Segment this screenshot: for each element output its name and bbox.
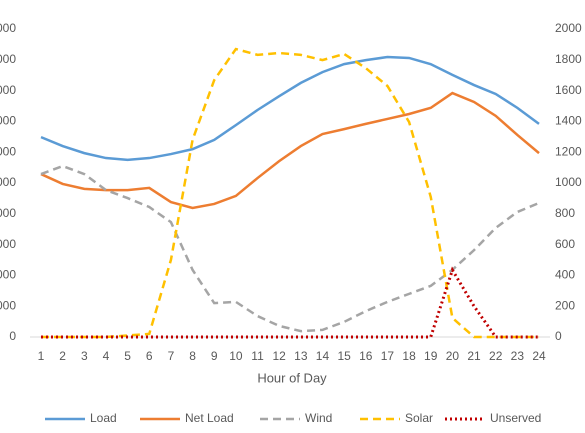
x-tick-label: 5: [124, 349, 131, 363]
x-tick-label: 15: [337, 349, 351, 363]
x-tick-label: 16: [359, 349, 373, 363]
series-line: [40, 55, 540, 162]
x-tick-label: 11: [251, 349, 264, 363]
y2-tick-label: 200: [555, 298, 575, 312]
y-tick-label: 6000: [0, 144, 16, 158]
x-tick-label: 1: [38, 349, 45, 363]
y2-tick-label: 1400: [555, 114, 582, 128]
y-tick-label: 2000: [0, 268, 16, 282]
x-tick-label: 2: [59, 349, 66, 363]
y-tick-label: 9000: [0, 52, 16, 66]
y2-tick-label: 1200: [555, 144, 582, 158]
y-tick-label: 1000: [0, 298, 16, 312]
y2-tick-label: 1600: [555, 83, 582, 97]
y-tick-label: 4000: [0, 206, 16, 220]
legend-label: Wind: [305, 411, 332, 425]
x-tick-label: 9: [211, 349, 218, 363]
y2-tick-label: 2000: [555, 21, 582, 35]
y2-tick-label: 1000: [555, 175, 582, 189]
x-tick-label: 6: [146, 349, 153, 363]
y-tick-label: 10000: [0, 21, 16, 35]
x-tick-label: 24: [532, 349, 546, 363]
x-axis-title: Hour of Day: [257, 370, 327, 385]
x-tick-label: 13: [294, 349, 308, 363]
y2-tick-label: 800: [555, 206, 575, 220]
x-tick-label: 17: [381, 349, 395, 363]
x-tick-label: 19: [424, 349, 438, 363]
x-tick-label: 4: [103, 349, 110, 363]
legend-label: Solar: [405, 411, 433, 425]
legend-label: Net Load: [185, 411, 234, 425]
series-line: [41, 47, 539, 339]
series-line: [40, 164, 540, 333]
legend-label: Load: [90, 411, 117, 425]
y-tick-label: 7000: [0, 114, 16, 128]
y-tick-label: 3000: [0, 237, 16, 251]
x-tick-label: 7: [168, 349, 175, 363]
y-tick-label: 5000: [0, 175, 16, 189]
y-tick-label: 0: [9, 329, 16, 343]
x-tick-label: 10: [229, 349, 243, 363]
series-line: [41, 266, 539, 339]
y2-tick-label: 1800: [555, 52, 582, 66]
x-tick-label: 14: [316, 349, 330, 363]
legend-label: Unserved: [490, 411, 541, 425]
y2-tick-label: 600: [555, 237, 575, 251]
x-tick-label: 21: [467, 349, 481, 363]
y2-tick-label: 400: [555, 268, 575, 282]
x-tick-label: 3: [81, 349, 88, 363]
x-tick-label: 23: [511, 349, 525, 363]
x-tick-label: 18: [402, 349, 416, 363]
series-line: [40, 91, 540, 210]
x-tick-label: 12: [272, 349, 286, 363]
x-tick-label: 8: [189, 349, 196, 363]
x-tick-label: 22: [489, 349, 503, 363]
y2-tick-label: 0: [555, 329, 562, 343]
x-tick-label: 20: [446, 349, 460, 363]
y-tick-label: 8000: [0, 83, 16, 97]
